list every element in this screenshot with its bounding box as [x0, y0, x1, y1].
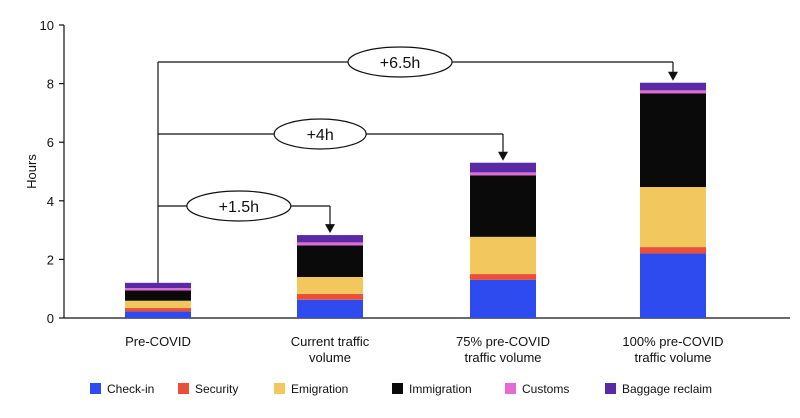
- legend-label: Customs: [522, 382, 569, 396]
- legend: Check-in Security Emigration Immigration Cus…: [90, 382, 712, 396]
- bar-segment-customs: [297, 242, 363, 246]
- x-tick-label: 100% pre-COVID: [622, 334, 723, 349]
- legend-label: Emigration: [291, 382, 348, 396]
- arrow-down-icon: [498, 151, 508, 161]
- y-tick-label: 4: [47, 194, 54, 209]
- annotation-label: +1.5h: [219, 199, 259, 216]
- bar-segment-immigration: [470, 175, 536, 237]
- legend-label: Baggage reclaim: [622, 382, 712, 396]
- bar-segment-emigration: [470, 236, 536, 275]
- legend-swatch: [392, 383, 403, 394]
- bar-segment-emigration: [640, 187, 706, 248]
- bar-segment-immigration: [297, 245, 363, 277]
- y-axis-label: Hours: [24, 154, 39, 189]
- bar-segment-immigration: [125, 290, 191, 301]
- bar-segment-baggage-reclaim: [297, 235, 363, 243]
- bar-segment-check-in: [470, 279, 536, 318]
- bar-segment-check-in: [640, 253, 706, 318]
- y-tick-label: 6: [47, 135, 54, 150]
- bar-segment-security: [125, 308, 191, 312]
- bars: [125, 82, 706, 318]
- legend-swatch: [90, 383, 101, 394]
- bar-segment-customs: [470, 172, 536, 176]
- axes: 0 2 4 6 8 10 Hours Pre-COVID Current trafficvolu…: [24, 18, 790, 365]
- y-tick-label: 0: [47, 311, 54, 326]
- y-tick-label: 10: [40, 18, 54, 33]
- bar-segment-baggage-reclaim: [640, 82, 706, 91]
- legend-swatch: [274, 383, 285, 394]
- annotation-label: +6.5h: [380, 55, 420, 72]
- y-tick-label: 8: [47, 77, 54, 92]
- bar-segment-check-in: [125, 311, 191, 318]
- annotation-ellipse: [273, 118, 367, 150]
- annotation-ellipse: [347, 46, 453, 78]
- annotation-label: +4h: [307, 127, 334, 144]
- bar-segment-immigration: [640, 93, 706, 188]
- legend-swatch: [505, 383, 516, 394]
- legend-swatch: [178, 383, 189, 394]
- bar-segment-emigration: [125, 300, 191, 309]
- annotations: +1.5h +4h +6.5h: [157, 46, 678, 283]
- legend-label: Check-in: [107, 382, 154, 396]
- bar-segment-customs: [640, 90, 706, 94]
- legend-label: Security: [195, 382, 238, 396]
- bar-segment-security: [470, 274, 536, 280]
- x-tick-label: 75% pre-COVID: [456, 334, 550, 349]
- bar-segment-baggage-reclaim: [470, 162, 536, 173]
- bar-segment-customs: [125, 288, 191, 291]
- annotation-ellipse: [186, 190, 292, 222]
- bar-segment-check-in: [297, 299, 363, 318]
- legend-label: Immigration: [409, 382, 472, 396]
- arrow-down-icon: [668, 71, 678, 81]
- x-tick-label: Current traffic: [291, 334, 370, 349]
- bar-segment-emigration: [297, 276, 363, 294]
- x-tick-label: traffic volume: [464, 350, 541, 365]
- legend-swatch: [605, 383, 616, 394]
- y-tick-label: 2: [47, 252, 54, 267]
- x-tick-label: Pre-COVID: [125, 334, 191, 349]
- bar-segment-security: [640, 247, 706, 254]
- x-tick-label: volume: [309, 350, 351, 365]
- arrow-down-icon: [325, 224, 335, 234]
- bar-segment-security: [297, 293, 363, 300]
- bar-segment-baggage-reclaim: [125, 282, 191, 289]
- x-tick-label: traffic volume: [634, 350, 711, 365]
